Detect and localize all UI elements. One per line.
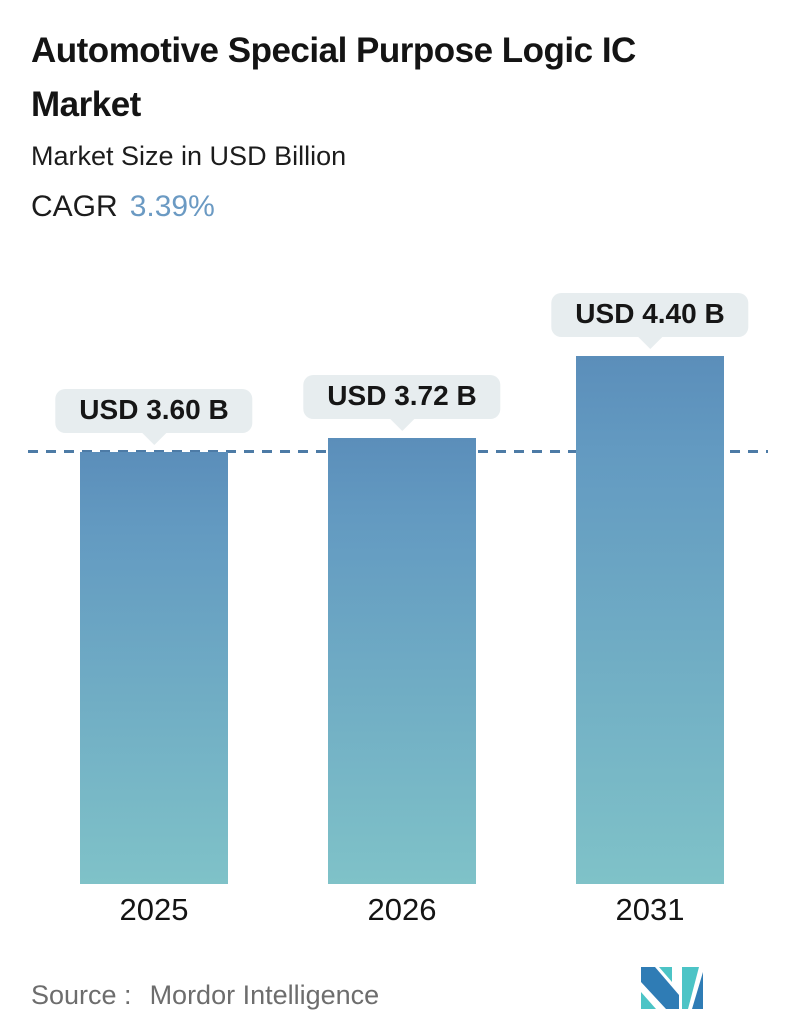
value-callout-2025: USD 3.60 B	[55, 389, 253, 433]
chart-subtitle: Market Size in USD Billion	[31, 141, 347, 171]
mordor-intelligence-logo	[641, 967, 703, 1009]
x-axis-label-2026: 2026	[367, 892, 437, 927]
logo-left-blue-stroke	[641, 967, 679, 1009]
page-title: Automotive Special Purpose Logic IC Mark…	[31, 24, 761, 132]
source-label: Source :	[31, 980, 132, 1010]
logo-right-teal-stroke	[682, 967, 699, 1009]
logo-bottom-teal-triangle	[641, 992, 656, 1009]
value-callout-2031: USD 4.40 B	[551, 293, 749, 337]
cagr-value: 3.39%	[129, 190, 215, 223]
bar-2025	[80, 452, 228, 884]
logo-top-teal-triangle	[659, 967, 672, 982]
cagr-line: CAGR 3.39%	[31, 190, 215, 224]
bar-2026	[328, 437, 476, 884]
source-value: Mordor Intelligence	[149, 980, 380, 1010]
value-label-2031: USD 4.40 B	[575, 298, 725, 329]
value-callout-2026: USD 3.72 B	[303, 374, 501, 419]
x-axis-label-2031: 2031	[615, 892, 685, 927]
source-line: Source : Mordor Intelligence	[31, 980, 379, 1011]
logo-right-blue-triangle	[692, 972, 703, 1009]
title-line-1: Automotive Special Purpose Logic IC	[31, 31, 636, 70]
value-label-2026: USD 3.72 B	[327, 379, 477, 411]
title-line-2: Market	[31, 85, 141, 124]
bar-2031	[576, 356, 724, 884]
value-label-2025: USD 3.60 B	[79, 394, 229, 425]
cagr-label: CAGR	[31, 190, 118, 223]
x-axis-label-2025: 2025	[119, 892, 189, 927]
